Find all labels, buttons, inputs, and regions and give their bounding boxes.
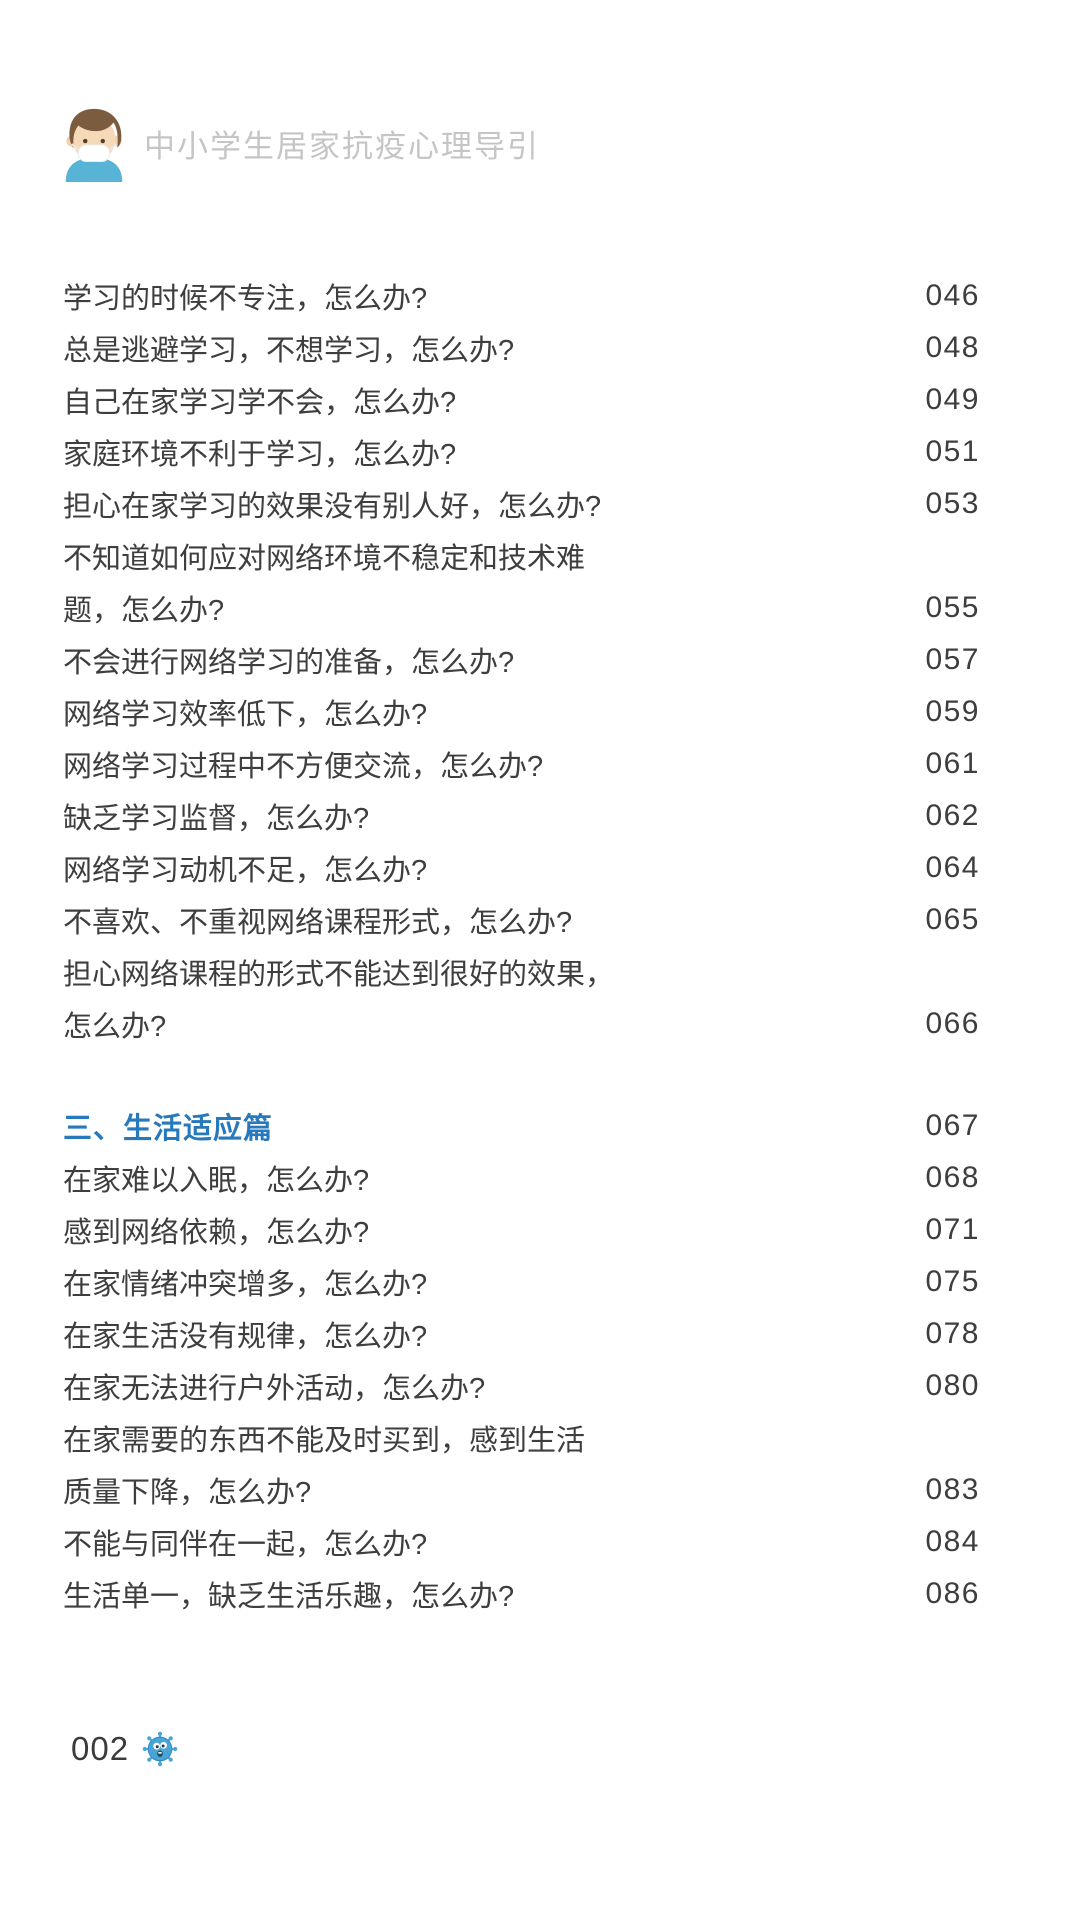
toc-entry[interactable]: 学习的时候不专注，怎么办? 046 <box>63 270 980 322</box>
toc-entry-title: 学习的时候不专注，怎么办? <box>63 283 428 315</box>
page-number: 002 <box>71 1730 130 1767</box>
toc-entry-title: 在家情绪冲突增多，怎么办? <box>63 1269 428 1301</box>
toc-entry-title: 不能与同伴在一起，怎么办? <box>63 1529 428 1561</box>
toc-entry[interactable]: 家庭环境不利于学习，怎么办? 051 <box>63 426 980 478</box>
toc-page-number: 049 <box>925 383 980 416</box>
page-footer: 002 <box>71 1730 178 1768</box>
toc-entry-title: 不知道如何应对网络环境不稳定和技术难 <box>63 543 586 575</box>
virus-icon <box>142 1731 178 1767</box>
toc-entry-title: 在家需要的东西不能及时买到，感到生活 <box>63 1425 586 1457</box>
toc-entry[interactable]: 题，怎么办? 055 <box>63 582 980 634</box>
toc-entry[interactable]: 不知道如何应对网络环境不稳定和技术难 <box>63 530 980 582</box>
toc-entry[interactable]: 自己在家学习学不会，怎么办? 049 <box>63 374 980 426</box>
toc-entry-title: 在家难以入眠，怎么办? <box>63 1165 370 1197</box>
book-header: 中小学生居家抗疫心理导引 <box>57 104 540 182</box>
toc-page-number: 048 <box>925 331 980 364</box>
toc-entry[interactable]: 担心网络课程的形式不能达到很好的效果， <box>63 946 980 998</box>
toc-page-number: 051 <box>925 435 980 468</box>
toc-page-number: 057 <box>925 643 980 676</box>
toc-entry-title: 质量下降，怎么办? <box>63 1477 312 1509</box>
toc-entry-title: 网络学习动机不足，怎么办? <box>63 855 428 887</box>
toc-page-number: 061 <box>925 747 980 780</box>
toc-page-number: 071 <box>925 1213 980 1246</box>
toc-entry-title: 在家生活没有规律，怎么办? <box>63 1321 428 1353</box>
toc-page-number: 066 <box>925 1007 980 1040</box>
toc-section-gap <box>63 1050 980 1100</box>
toc-page-number: 068 <box>925 1161 980 1194</box>
toc-entry[interactable]: 怎么办? 066 <box>63 998 980 1050</box>
toc-entry-title: 题，怎么办? <box>63 595 225 627</box>
toc-page-number: 064 <box>925 851 980 884</box>
toc-entry[interactable]: 缺乏学习监督，怎么办? 062 <box>63 790 980 842</box>
book-title: 中小学生居家抗疫心理导引 <box>144 128 540 164</box>
toc-page-number: 084 <box>925 1525 980 1558</box>
toc-entry-title: 担心在家学习的效果没有别人好，怎么办? <box>63 491 602 523</box>
toc-entry[interactable]: 网络学习过程中不方便交流，怎么办? 061 <box>63 738 980 790</box>
toc-page-number: 078 <box>925 1317 980 1350</box>
toc-entry[interactable]: 在家需要的东西不能及时买到，感到生活 <box>63 1412 980 1464</box>
toc-entry-title: 不会进行网络学习的准备，怎么办? <box>63 647 515 679</box>
masked-student-avatar-icon <box>57 104 131 182</box>
toc-entry[interactable]: 质量下降，怎么办? 083 <box>63 1464 980 1516</box>
toc-entry-title: 自己在家学习学不会，怎么办? <box>63 387 457 419</box>
toc-entry[interactable]: 感到网络依赖，怎么办? 071 <box>63 1204 980 1256</box>
toc-entry[interactable]: 在家情绪冲突增多，怎么办? 075 <box>63 1256 980 1308</box>
toc-page-number: 086 <box>925 1577 980 1610</box>
toc-list: 学习的时候不专注，怎么办? 046 总是逃避学习，不想学习，怎么办? 048 自己在家学… <box>63 270 980 1620</box>
toc-entry[interactable]: 总是逃避学习，不想学习，怎么办? 048 <box>63 322 980 374</box>
toc-entry[interactable]: 网络学习效率低下，怎么办? 059 <box>63 686 980 738</box>
toc-section-heading[interactable]: 三、生活适应篇 067 <box>63 1100 980 1152</box>
toc-page-number: 075 <box>925 1265 980 1298</box>
toc-entry[interactable]: 在家生活没有规律，怎么办? 078 <box>63 1308 980 1360</box>
toc-entry-title: 家庭环境不利于学习，怎么办? <box>63 439 457 471</box>
toc-entry-title: 缺乏学习监督，怎么办? <box>63 803 370 835</box>
toc-page-number: 080 <box>925 1369 980 1402</box>
toc-entry-title: 生活单一，缺乏生活乐趣，怎么办? <box>63 1581 515 1613</box>
toc-entry[interactable]: 不会进行网络学习的准备，怎么办? 057 <box>63 634 980 686</box>
toc-entry[interactable]: 不能与同伴在一起，怎么办? 084 <box>63 1516 980 1568</box>
toc-page-number: 059 <box>925 695 980 728</box>
toc-entry-title: 担心网络课程的形式不能达到很好的效果， <box>63 959 615 991</box>
toc-entry-title: 在家无法进行户外活动，怎么办? <box>63 1373 486 1405</box>
toc-entry-title: 网络学习效率低下，怎么办? <box>63 699 428 731</box>
toc-entry-title: 怎么办? <box>63 1011 167 1043</box>
toc-entry-title: 网络学习过程中不方便交流，怎么办? <box>63 751 544 783</box>
toc-page-number: 065 <box>925 903 980 936</box>
toc-page-number: 067 <box>925 1109 980 1142</box>
toc-entry[interactable]: 在家难以入眠，怎么办? 068 <box>63 1152 980 1204</box>
toc-entry[interactable]: 生活单一，缺乏生活乐趣，怎么办? 086 <box>63 1568 980 1620</box>
toc-entry[interactable]: 担心在家学习的效果没有别人好，怎么办? 053 <box>63 478 980 530</box>
toc-page-number: 062 <box>925 799 980 832</box>
toc-page-number: 053 <box>925 487 980 520</box>
toc-entry[interactable]: 不喜欢、不重视网络课程形式，怎么办? 065 <box>63 894 980 946</box>
toc-page-number: 046 <box>925 279 980 312</box>
toc-page-number: 055 <box>925 591 980 624</box>
toc-entry-title: 总是逃避学习，不想学习，怎么办? <box>63 335 515 367</box>
toc-entry[interactable]: 在家无法进行户外活动，怎么办? 080 <box>63 1360 980 1412</box>
toc-entry[interactable]: 网络学习动机不足，怎么办? 064 <box>63 842 980 894</box>
toc-section-title: 三、生活适应篇 <box>63 1113 274 1145</box>
toc-entry-title: 不喜欢、不重视网络课程形式，怎么办? <box>63 907 573 939</box>
toc-entry-title: 感到网络依赖，怎么办? <box>63 1217 370 1249</box>
toc-page-number: 083 <box>925 1473 980 1506</box>
